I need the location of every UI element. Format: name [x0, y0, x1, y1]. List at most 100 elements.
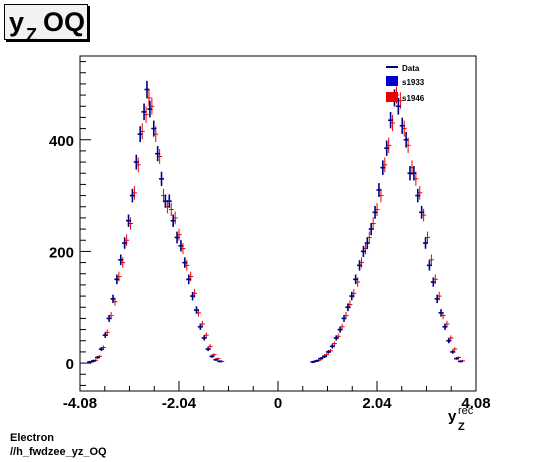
data-point-s1933 [423, 237, 429, 249]
x-tick-label: 0 [274, 395, 282, 412]
x-tick-label: -4.08 [63, 395, 97, 412]
data-point-s1933 [341, 314, 347, 322]
data-point-s1933 [190, 291, 196, 301]
data-point-s1933 [178, 240, 184, 252]
data-point-s1933 [364, 237, 370, 249]
title-subscript: Z [26, 25, 37, 45]
data-point-s1933 [360, 245, 366, 257]
data-point-s1933 [174, 231, 180, 244]
title-variable: y [9, 7, 25, 37]
data-point-s1933 [314, 359, 320, 362]
data-point-s1933 [329, 344, 335, 349]
y-tick-label: 0 [66, 356, 74, 373]
x-axis-label-subscript: Z [458, 421, 465, 433]
data-point-s1933 [197, 323, 203, 330]
data-point-s1933 [98, 347, 104, 352]
plot-frame [79, 55, 477, 392]
data-point-s1933 [325, 350, 331, 354]
legend-swatch-s1933 [386, 76, 398, 86]
y-tick-label: 400 [49, 133, 74, 150]
data-point-s1933 [91, 359, 97, 362]
data-point-s1933 [446, 338, 452, 344]
data-point-s1933 [193, 306, 199, 314]
data-point-s1933 [442, 323, 448, 330]
data-point-s1933 [106, 314, 112, 322]
data-point-s1933 [217, 360, 223, 363]
data-point-s1933 [388, 112, 394, 129]
data-point-s1933 [122, 237, 128, 249]
data-point-s1933 [430, 277, 436, 287]
data-point-s1933 [201, 335, 207, 341]
data-point-s1946 [331, 341, 337, 346]
x-tick-label: 2.04 [362, 395, 392, 412]
data-point-s1933 [357, 260, 363, 271]
data-point-s1933 [170, 214, 176, 227]
data-point-s1946 [104, 329, 110, 336]
data-point-s1933 [419, 205, 425, 219]
data-point-s1933 [318, 357, 324, 360]
data-point-s1933 [114, 274, 120, 285]
x-tick-label: -2.04 [162, 395, 197, 412]
data-point-s1933 [411, 166, 417, 181]
data-point-s1933 [333, 335, 339, 341]
legend-swatch-s1946 [386, 92, 398, 102]
data-point-s1933 [322, 355, 328, 358]
data-point-s1933 [310, 360, 316, 364]
data-point-s1933 [209, 355, 215, 358]
data-point-s1933 [144, 80, 150, 99]
footer-particle-label: Electron [10, 432, 55, 444]
data-point-s1933 [395, 97, 401, 115]
data-point-s1933 [137, 126, 143, 143]
data-point-s1933 [166, 194, 172, 208]
data-point-s1933 [102, 332, 108, 338]
data-point-s1933 [133, 154, 139, 170]
data-point-s1946 [448, 335, 454, 341]
data-point-s1933 [415, 188, 421, 203]
data-point-s1933 [182, 257, 188, 268]
legend: Data s1933 s1946 [386, 64, 425, 103]
data-point-s1933 [349, 291, 355, 301]
data-point-s1946 [428, 254, 434, 266]
title-suffix: OQ [43, 7, 86, 37]
data-point-s1933 [380, 160, 386, 175]
data-point-s1933 [186, 274, 192, 285]
data-point-s1933 [118, 254, 124, 266]
legend-label-s1933: s1933 [402, 78, 425, 87]
data-point-s1933 [384, 140, 390, 156]
data-point-s1933 [147, 100, 153, 118]
legend-label-data: Data [402, 64, 420, 73]
data-point-s1933 [450, 350, 456, 354]
x-axis-label-superscript: rec [458, 405, 474, 417]
x-axis-label: y [448, 408, 457, 425]
data-point-s1933 [213, 358, 219, 361]
data-point-s1933 [94, 356, 100, 359]
data-point-s1933 [403, 131, 409, 148]
x-tick-label: 4.08 [461, 395, 490, 412]
data-point-s1933 [426, 260, 432, 271]
data-point-s1933 [353, 274, 359, 285]
data-point-s1933 [87, 360, 93, 364]
data-point-s1933 [126, 214, 132, 227]
data-point-s1946 [207, 344, 213, 349]
data-point-s1946 [168, 203, 174, 217]
data-point-s1933 [438, 309, 444, 317]
data-point-s1933 [155, 146, 161, 162]
data-point-s1933 [159, 171, 165, 186]
data-point-s1933 [129, 188, 135, 203]
data-point-s1946 [203, 332, 209, 338]
data-point-s1933 [376, 183, 382, 197]
data-point-s1946 [452, 347, 458, 352]
data-point-s1933 [110, 294, 116, 304]
footer-histogram-path: //h_fwdzee_yz_OQ [10, 446, 107, 458]
data-point-s1933 [141, 103, 147, 121]
data-point-s1933 [457, 360, 463, 363]
data-point-s1933 [337, 326, 343, 333]
data-point-s1933 [434, 294, 440, 304]
y-tick-label: 200 [49, 244, 74, 261]
legend-label-s1946: s1946 [402, 94, 425, 103]
data-point-s1933 [372, 205, 378, 219]
data-point-s1933 [399, 117, 405, 134]
data-point-s1933 [205, 347, 211, 352]
data-point-s1933 [345, 303, 351, 312]
